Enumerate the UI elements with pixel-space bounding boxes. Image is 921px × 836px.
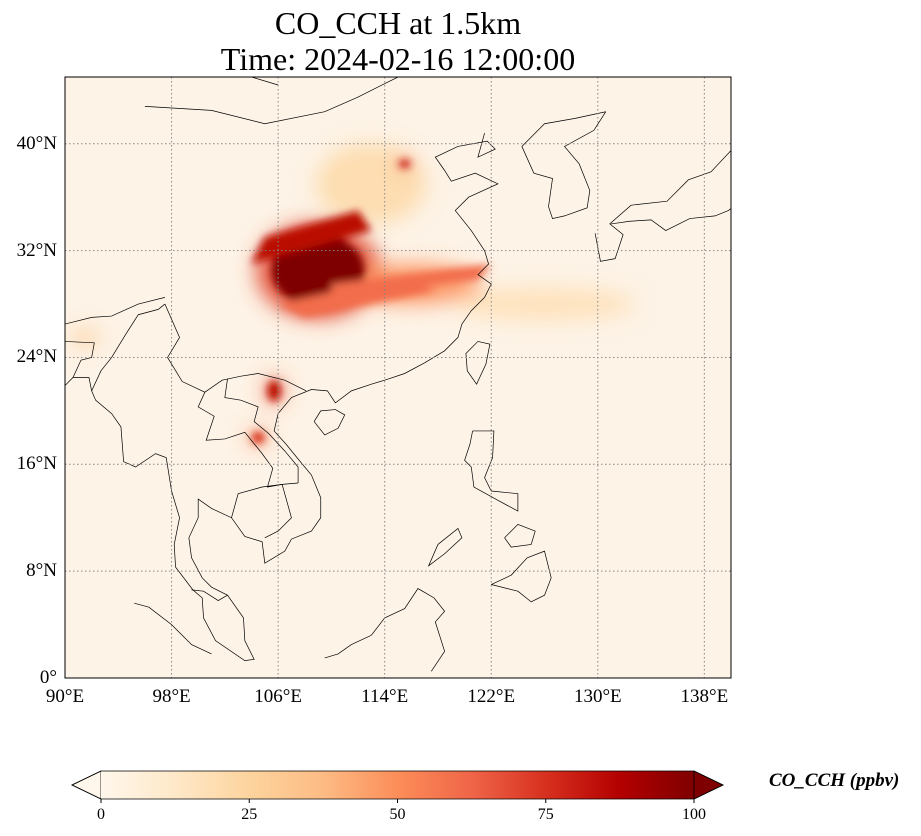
lon-tick-label: 122°E — [467, 686, 516, 707]
coastline-segment-15 — [224, 378, 299, 484]
lon-tick-label: 114°E — [361, 686, 409, 707]
lon-tick-label: 130°E — [573, 686, 622, 707]
coastline-segment-4 — [465, 341, 491, 385]
lon-tick-label: 98°E — [152, 686, 191, 707]
map-frame — [64, 76, 732, 679]
colorbar-tick-label: 25 — [241, 806, 258, 823]
coastline-segment-20 — [191, 589, 228, 601]
lat-tick-label: 24°N — [16, 346, 57, 368]
lat-tick-label: 8°N — [26, 560, 57, 582]
colorbar-label: CO_CCH (ppbv) — [769, 770, 900, 791]
coastline-segment-9 — [427, 527, 463, 567]
plume-3 — [454, 288, 635, 321]
coastline-segment-17 — [91, 303, 166, 392]
colorbar-tick-label: 50 — [389, 806, 406, 823]
plume-core-7 — [251, 431, 265, 444]
coastline-segment-22 — [251, 77, 279, 86]
plume-streak-3 — [331, 263, 492, 297]
colorbar-body — [101, 771, 694, 799]
lat-tick-label: 0° — [39, 667, 57, 688]
plume-core-6 — [267, 380, 281, 402]
lat-tick-label: 16°N — [16, 453, 57, 475]
coastline-segment-12 — [521, 111, 606, 147]
coastline-segment-21 — [144, 77, 399, 125]
coastline-segment-6 — [464, 430, 519, 512]
coastline-segment-5 — [313, 409, 346, 436]
map-title: CO_CCH at 1.5km — [274, 5, 522, 41]
colorbar-tick-label: 100 — [682, 806, 706, 823]
lon-tick-label: 106°E — [254, 686, 302, 707]
colorbar-extend-max — [693, 770, 724, 800]
map-subtitle-time: Time: 2024-02-16 12:00:00 — [220, 41, 576, 77]
coastline-segment-14 — [197, 392, 299, 488]
coastline-segment-13 — [164, 303, 307, 393]
coastline-segment-19 — [65, 341, 95, 378]
lat-tick-label: 32°N — [16, 239, 57, 261]
colorbar-tick-label: 75 — [537, 806, 554, 823]
concentration-field-core — [251, 159, 492, 444]
colorbar-tick-label: 0 — [97, 806, 105, 823]
lat-tick-label: 40°N — [16, 132, 57, 154]
lon-tick-label: 90°E — [45, 686, 85, 707]
plume-core-5 — [398, 159, 411, 169]
coastlines — [65, 77, 731, 672]
coastline-segment-1 — [65, 132, 499, 662]
coastline-segment-18 — [65, 297, 165, 325]
coastline-segment-8 — [504, 524, 536, 548]
colorbar-extend-min — [71, 770, 102, 800]
coastline-segment-16 — [231, 483, 292, 539]
lon-tick-label: 138°E — [680, 686, 729, 707]
coastline-segment-3 — [594, 149, 731, 262]
coastline-segment-11 — [134, 602, 212, 655]
coastline-segment-10 — [324, 588, 446, 672]
plume-8 — [70, 329, 99, 346]
gridlines — [65, 77, 731, 678]
coastline-segment-7 — [491, 550, 552, 603]
